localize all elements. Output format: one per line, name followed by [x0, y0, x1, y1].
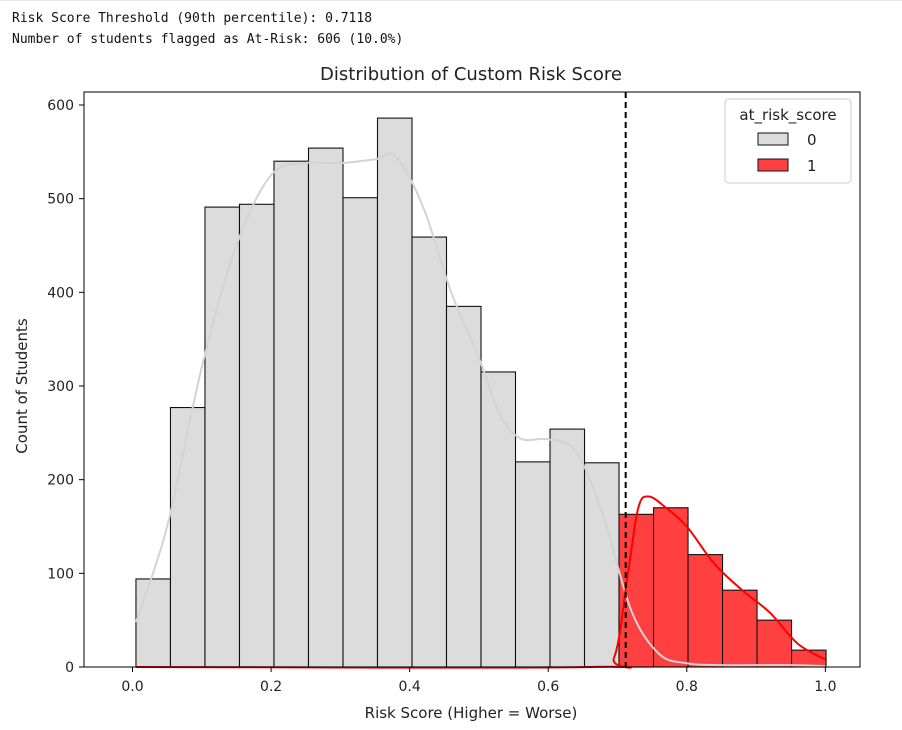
legend-swatch-1: [757, 158, 789, 172]
y-axis: 0 100 200 300 400 500 600: [47, 98, 84, 676]
legend: at_risk_score 0 1: [724, 98, 852, 184]
y-tick-label: 0: [65, 660, 74, 676]
bar-series-0-bin-12: [549, 428, 586, 668]
bar-series-0-bin-1: [169, 406, 206, 668]
cell-divider: [0, 0, 902, 1]
chart-title: Distribution of Custom Risk Score: [320, 64, 622, 85]
bar-series-1-bin-18: [756, 619, 793, 668]
output-line-flagged: Number of students flagged as At-Risk: 6…: [12, 32, 404, 47]
y-axis-label: Count of Students: [13, 318, 31, 454]
x-tick-label: 0.0: [121, 679, 143, 695]
kde-curve-series-0: [135, 152, 826, 668]
bar-series-0-bin-5: [307, 147, 344, 668]
legend-title: at_risk_score: [739, 106, 836, 125]
x-tick-label: 0.6: [537, 679, 559, 695]
bar-series-0-bin-2: [204, 206, 241, 668]
y-tick-label: 500: [47, 192, 74, 208]
bar-series-0-bin-10: [480, 371, 517, 668]
legend-label-0: 0: [807, 131, 817, 149]
bar-series-0-bin-13: [583, 462, 620, 668]
bar-series-0-bin-7: [376, 117, 413, 668]
x-tick-label: 0.2: [260, 679, 282, 695]
bar-series-0-bin-8: [411, 236, 448, 668]
plot-frame: [83, 91, 861, 668]
bars-group: [135, 117, 827, 668]
bar-series-1-bin-16: [687, 554, 724, 668]
y-tick-label: 600: [47, 98, 74, 114]
bar-series-0-bin-6: [342, 197, 379, 668]
bar-series-0-bin-0: [135, 578, 172, 668]
bar-series-0-bin-9: [445, 305, 482, 668]
x-tick-label: 0.4: [399, 679, 421, 695]
bar-series-1-bin-15: [652, 507, 689, 668]
x-tick-label: 1.0: [814, 679, 836, 695]
legend-swatch-0: [757, 132, 789, 146]
bar-series-1-bin-17: [721, 589, 758, 668]
bar-series-0-bin-4: [273, 160, 310, 668]
y-tick-label: 400: [47, 285, 74, 301]
bar-series-0-bin-11: [514, 461, 551, 668]
bar-series-0-bin-3: [238, 203, 275, 668]
y-tick-label: 100: [47, 566, 74, 582]
x-tick-label: 0.8: [676, 679, 698, 695]
y-tick-label: 300: [47, 379, 74, 395]
output-line-threshold: Risk Score Threshold (90th percentile): …: [12, 11, 373, 26]
y-tick-label: 200: [47, 473, 74, 489]
x-axis-label: Risk Score (Higher = Worse): [365, 704, 578, 722]
x-axis: 0.0 0.2 0.4 0.6 0.8 1.0: [121, 667, 836, 695]
legend-label-1: 1: [807, 157, 817, 175]
cell-output: Risk Score Threshold (90th percentile): …: [12, 8, 403, 50]
